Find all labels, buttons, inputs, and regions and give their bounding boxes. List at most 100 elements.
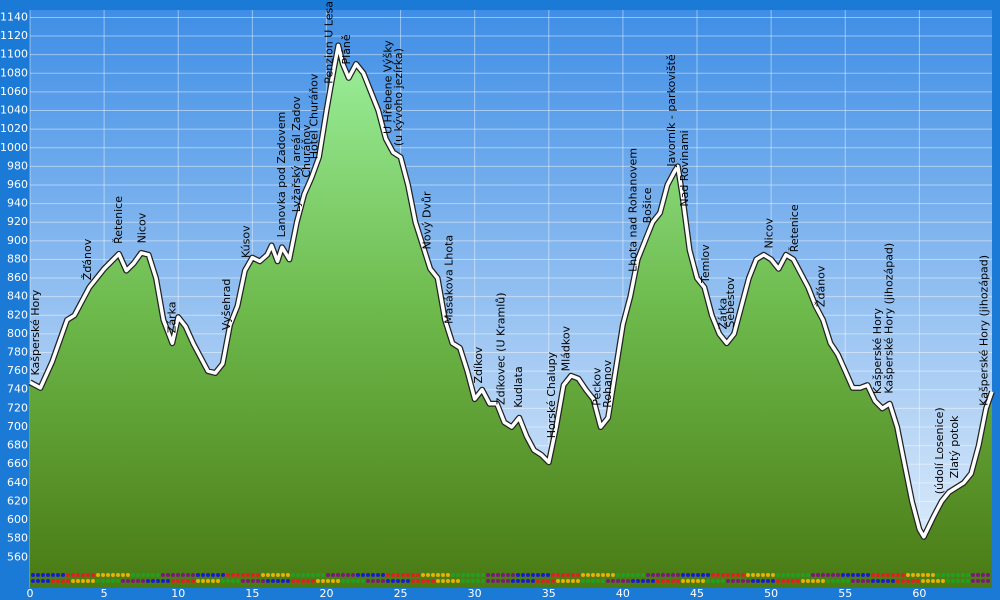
- surface-dot: [911, 573, 915, 577]
- surface-dot: [176, 579, 180, 583]
- surface-dot: [161, 579, 165, 583]
- x-tick-label: 25: [394, 587, 408, 600]
- surface-dot: [651, 573, 655, 577]
- surface-dot: [966, 573, 970, 577]
- surface-dot: [891, 579, 895, 583]
- surface-dot: [711, 573, 715, 577]
- surface-dot: [766, 579, 770, 583]
- surface-dot: [876, 573, 880, 577]
- surface-dot: [271, 573, 275, 577]
- waypoint-label: Penzion U Lesa: [322, 1, 335, 84]
- surface-dot: [596, 579, 600, 583]
- surface-dot: [186, 573, 190, 577]
- surface-dot: [341, 579, 345, 583]
- surface-dot: [421, 573, 425, 577]
- surface-dot: [416, 579, 420, 583]
- surface-dot: [611, 573, 615, 577]
- waypoint-label: Nad Rovinami: [678, 130, 691, 206]
- surface-dot: [946, 573, 950, 577]
- surface-dot: [376, 573, 380, 577]
- surface-dot: [826, 573, 830, 577]
- surface-dot: [366, 573, 370, 577]
- surface-dot: [156, 579, 160, 583]
- surface-dot: [681, 573, 685, 577]
- surface-dot: [816, 579, 820, 583]
- surface-dot: [206, 579, 210, 583]
- waypoint-label: Kašperské Hory (jihozápad): [883, 243, 896, 394]
- surface-dot: [656, 573, 660, 577]
- x-tick-label: 30: [468, 587, 482, 600]
- surface-dot: [636, 579, 640, 583]
- surface-dot: [621, 579, 625, 583]
- surface-dot: [221, 579, 225, 583]
- surface-dot: [716, 573, 720, 577]
- surface-dot: [421, 579, 425, 583]
- surface-dot: [111, 573, 115, 577]
- elevation-area: [30, 45, 992, 588]
- surface-dot: [321, 573, 325, 577]
- surface-dot: [131, 579, 135, 583]
- surface-dot: [521, 579, 525, 583]
- surface-dot: [236, 573, 240, 577]
- surface-dot: [46, 573, 50, 577]
- waypoint-label: Peckov: [591, 367, 604, 406]
- waypoint-label: Rohanov: [601, 359, 614, 407]
- x-tick-label: 35: [542, 587, 556, 600]
- elevation-line: [29, 43, 994, 539]
- surface-dot: [696, 573, 700, 577]
- surface-dot: [196, 579, 200, 583]
- surface-dot: [196, 573, 200, 577]
- surface-dot: [346, 579, 350, 583]
- surface-dot: [691, 579, 695, 583]
- surface-dot: [546, 573, 550, 577]
- surface-dot: [671, 579, 675, 583]
- surface-dot: [601, 573, 605, 577]
- surface-dot: [381, 573, 385, 577]
- surface-dot: [946, 579, 950, 583]
- surface-dot: [296, 579, 300, 583]
- surface-dot: [811, 579, 815, 583]
- y-tick-label: 680: [7, 439, 28, 452]
- surface-dot: [971, 573, 975, 577]
- surface-dot: [226, 573, 230, 577]
- surface-dot: [31, 573, 35, 577]
- surface-dot: [566, 579, 570, 583]
- y-tick-label: 700: [7, 420, 28, 433]
- surface-dot: [126, 579, 130, 583]
- surface-dot: [731, 579, 735, 583]
- surface-dot: [166, 579, 170, 583]
- surface-dot: [191, 579, 195, 583]
- surface-dot: [391, 579, 395, 583]
- surface-dot: [761, 573, 765, 577]
- surface-dot: [986, 579, 990, 583]
- x-tick-label: 0: [27, 587, 34, 600]
- surface-dot: [816, 573, 820, 577]
- surface-dot: [856, 573, 860, 577]
- surface-dot: [51, 573, 55, 577]
- waypoint-label: Žďánov: [815, 265, 828, 307]
- surface-dot: [706, 579, 710, 583]
- surface-dot: [426, 573, 430, 577]
- surface-dot: [106, 573, 110, 577]
- surface-dot: [801, 573, 805, 577]
- waypoint-label: (u kývoho jezírka): [392, 48, 405, 146]
- surface-dot: [631, 579, 635, 583]
- surface-dot: [351, 573, 355, 577]
- surface-dot: [391, 573, 395, 577]
- surface-dot: [641, 573, 645, 577]
- surface-dot: [856, 579, 860, 583]
- surface-dot: [521, 573, 525, 577]
- surface-dot: [486, 579, 490, 583]
- surface-dot: [936, 573, 940, 577]
- surface-dot: [951, 573, 955, 577]
- surface-dot: [346, 573, 350, 577]
- y-tick-label: 800: [7, 327, 28, 340]
- surface-dot: [71, 579, 75, 583]
- surface-dot: [91, 573, 95, 577]
- surface-dot: [586, 573, 590, 577]
- waypoint-label: Nový Dvůr: [420, 191, 433, 249]
- waypoint-label: Žďánov: [81, 238, 94, 280]
- surface-dot: [606, 579, 610, 583]
- surface-dot: [916, 573, 920, 577]
- surface-dot: [686, 573, 690, 577]
